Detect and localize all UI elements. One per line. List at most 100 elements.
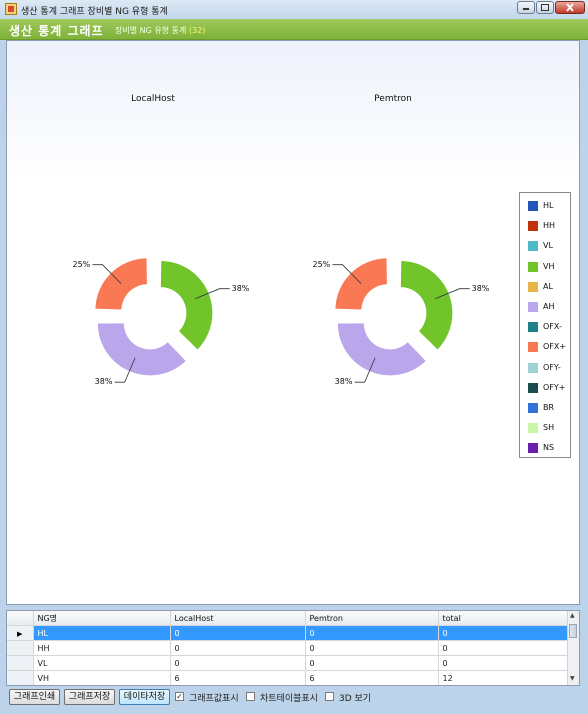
legend-swatch (528, 221, 538, 232)
page-header: 생산 통계 그래프 장비별 NG 유형 통계 (32) (0, 19, 588, 40)
legend-swatch (528, 241, 538, 252)
leader-line (434, 288, 470, 300)
legend-swatch (528, 423, 538, 434)
view-3d-label: 3D 보기 (339, 694, 372, 704)
column-header-pemtron[interactable]: Pemtron (305, 611, 439, 626)
table-header-row: NG명 LocalHost Pemtron total (7, 611, 570, 626)
maximize-icon (541, 4, 549, 11)
app-icon (5, 3, 17, 15)
leader-line (354, 357, 376, 383)
table-cell[interactable]: 12 (438, 670, 570, 685)
legend-swatch (528, 443, 538, 454)
legend-swatch (528, 201, 538, 211)
table-cell[interactable]: 6 (170, 670, 306, 685)
close-icon (566, 3, 574, 12)
slice-percent-label: 38% (334, 377, 353, 387)
table-cell[interactable]: HH (33, 640, 171, 656)
pie-slice (335, 258, 387, 310)
window-title: 생산 통계 그래프 장비별 NG 유형 통계 (21, 7, 168, 17)
pie-slice (160, 260, 213, 350)
subtitle-text: 장비별 NG 유형 통계 (115, 26, 187, 35)
table-cell[interactable]: 0 (170, 625, 306, 641)
slice-percent-label: 25% (72, 259, 91, 269)
legend-label: HH (543, 221, 556, 231)
show-values-label: 그래프값표시 (189, 694, 239, 704)
table-cell[interactable]: 0 (305, 655, 439, 671)
chart-panel: LocalHost Pemtron 38% 38% 25% 38% 38% 25% HL H… (6, 40, 580, 605)
table-cell[interactable]: 0 (170, 655, 306, 671)
chart-title-localhost: LocalHost (131, 94, 175, 104)
slice-percent-label: 25% (312, 259, 331, 269)
page-subtitle: 장비별 NG 유형 통계 (32) (115, 25, 205, 36)
table-row[interactable]: VL 0 0 0 (7, 655, 570, 671)
legend-swatch (528, 342, 538, 353)
table-row[interactable]: HH 0 0 0 (7, 640, 570, 656)
table-row[interactable]: ▶ HL 0 0 0 (7, 625, 570, 641)
table-cell[interactable]: VH (33, 670, 171, 685)
current-row-icon: ▶ (17, 629, 23, 638)
table-cell[interactable]: 0 (305, 640, 439, 656)
row-header-corner (7, 611, 34, 626)
legend-swatch (528, 281, 538, 292)
table-cell[interactable]: 0 (170, 640, 306, 656)
legend-label: SH (543, 423, 555, 433)
row-header[interactable] (7, 670, 34, 685)
leader-line (332, 264, 362, 284)
slice-percent-label: 38% (471, 283, 490, 293)
checkbox-icon[interactable] (246, 692, 255, 701)
minimize-button[interactable] (517, 1, 535, 14)
print-graph-button[interactable]: 그래프인쇄 (9, 689, 60, 705)
data-table: NG명 LocalHost Pemtron total ▶ HL 0 0 0 HH 0 0 0 V… (7, 611, 570, 685)
table-cell[interactable]: 0 (438, 655, 570, 671)
legend-label: BR (543, 403, 555, 412)
leader-line (92, 264, 122, 284)
column-header-ng[interactable]: NG명 (33, 611, 171, 626)
window-titlebar: 생산 통계 그래프 장비별 NG 유형 통계 (0, 0, 588, 20)
column-header-total[interactable]: total (438, 611, 570, 626)
minimize-icon (523, 8, 529, 10)
slice-percent-label: 38% (94, 377, 113, 387)
data-grid[interactable]: NG명 LocalHost Pemtron total ▶ HL 0 0 0 HH 0 0 0 V… (6, 610, 580, 686)
scroll-thumb[interactable] (569, 624, 577, 638)
pie-slice (400, 260, 453, 350)
legend-label: AH (543, 302, 555, 311)
maximize-button[interactable] (536, 1, 554, 14)
table-cell[interactable]: HL (33, 625, 171, 641)
scroll-down-icon[interactable]: ▼ (570, 675, 575, 682)
legend-swatch (528, 322, 538, 333)
table-cell[interactable]: 0 (438, 640, 570, 656)
grid-scrollbar[interactable]: ▲ ▼ (567, 611, 579, 685)
legend-swatch (528, 302, 538, 312)
legend-swatch (528, 382, 538, 393)
pie-slice (337, 323, 426, 376)
row-header[interactable]: ▶ (7, 625, 34, 641)
column-header-localhost[interactable]: LocalHost (170, 611, 306, 626)
table-cell[interactable]: VL (33, 655, 171, 671)
legend-label: VL (543, 241, 553, 251)
table-cell[interactable]: 6 (305, 670, 439, 685)
pie-slice (95, 258, 147, 310)
slice-percent-label: 38% (231, 283, 250, 293)
page-title: 생산 통계 그래프 (9, 24, 104, 38)
legend-label: NS (543, 443, 555, 453)
table-row[interactable]: VH 6 6 12 (7, 670, 570, 685)
legend-swatch (528, 362, 538, 373)
row-header[interactable] (7, 640, 34, 656)
legend-label: OFY+ (543, 382, 566, 392)
save-graph-button[interactable]: 그래프저장 (64, 689, 115, 705)
scroll-up-icon[interactable]: ▲ (570, 612, 575, 619)
legend-label: VH (543, 261, 555, 271)
table-cell[interactable]: 0 (305, 625, 439, 641)
checkbox-icon[interactable]: ✓ (175, 692, 184, 701)
leader-line (194, 288, 230, 300)
save-data-button[interactable]: 데이타저장 (119, 689, 170, 705)
show-table-label: 차트테이블표시 (260, 694, 318, 704)
close-button[interactable] (555, 1, 585, 14)
table-cell[interactable]: 0 (438, 625, 570, 641)
legend-label: OFY- (543, 362, 561, 372)
pie-slice (97, 323, 186, 376)
row-header[interactable] (7, 655, 34, 671)
legend-label: OFX+ (543, 342, 567, 352)
leader-line (114, 357, 136, 383)
checkbox-icon[interactable] (325, 692, 334, 701)
